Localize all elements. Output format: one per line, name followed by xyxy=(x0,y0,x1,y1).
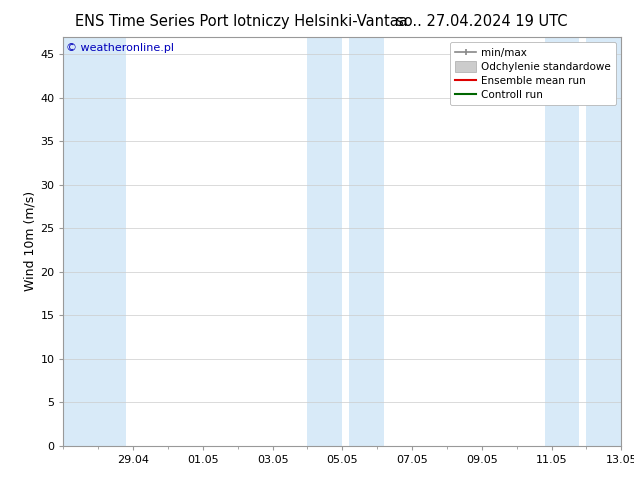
Bar xyxy=(586,37,621,446)
Bar xyxy=(349,37,384,446)
Text: © weatheronline.pl: © weatheronline.pl xyxy=(66,43,174,53)
Text: so.. 27.04.2024 19 UTC: so.. 27.04.2024 19 UTC xyxy=(396,14,567,29)
Bar xyxy=(545,37,579,446)
Legend: min/max, Odchylenie standardowe, Ensemble mean run, Controll run: min/max, Odchylenie standardowe, Ensembl… xyxy=(450,42,616,105)
Bar xyxy=(63,37,126,446)
Bar xyxy=(307,37,342,446)
Y-axis label: Wind 10m (m/s): Wind 10m (m/s) xyxy=(23,191,36,292)
Text: ENS Time Series Port lotniczy Helsinki-Vantaa: ENS Time Series Port lotniczy Helsinki-V… xyxy=(75,14,407,29)
